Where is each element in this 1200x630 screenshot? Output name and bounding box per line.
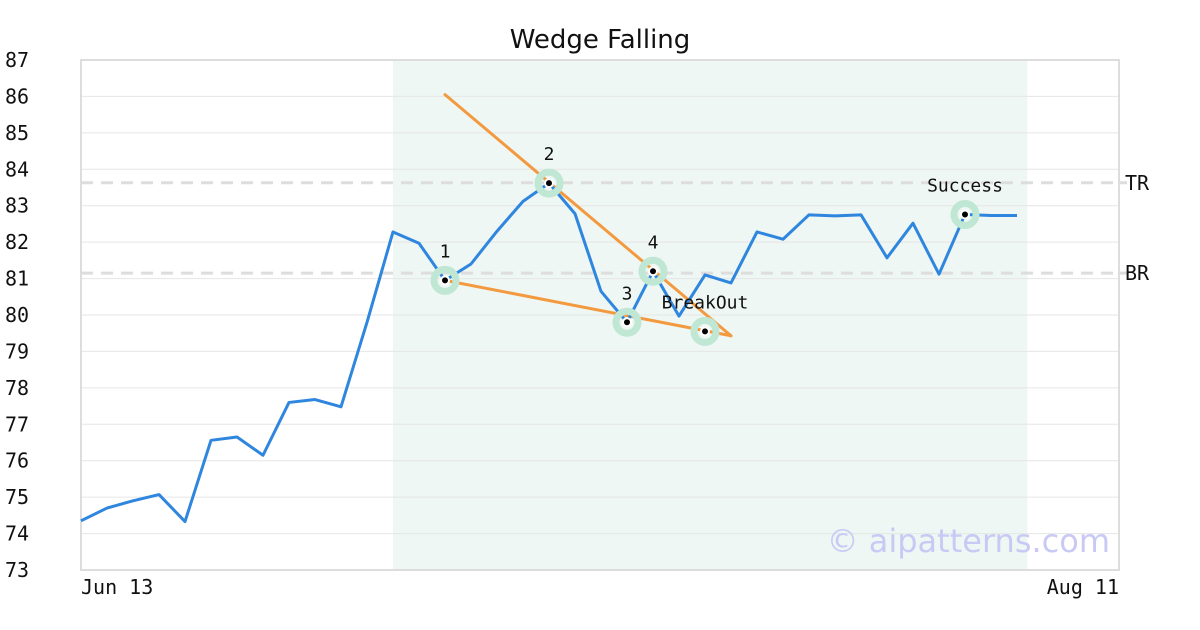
y-tick-label: 81 xyxy=(5,267,29,291)
marker-point xyxy=(700,326,710,337)
marker-label: BreakOut xyxy=(662,292,749,313)
marker-point xyxy=(440,275,450,286)
marker-label: 2 xyxy=(544,144,555,165)
plot-frame xyxy=(80,59,1120,571)
reference-label-tr: TR xyxy=(1125,171,1150,195)
y-tick-label: 82 xyxy=(5,230,29,254)
wedge-trend-line xyxy=(443,278,733,338)
y-tick-label: 74 xyxy=(5,522,29,546)
marker-point xyxy=(622,317,632,328)
y-tick-label: 85 xyxy=(5,121,29,145)
trend-lines xyxy=(443,93,733,338)
marker-label: 4 xyxy=(648,232,659,253)
watermark: © aipatterns.com xyxy=(827,522,1110,560)
y-tick-label: 75 xyxy=(5,485,29,509)
y-tick-label: 84 xyxy=(5,157,29,181)
marker-point xyxy=(544,178,554,189)
marker-ring xyxy=(690,316,720,346)
pattern-markers: 1 2 3 4 BreakOut Success xyxy=(430,144,1003,346)
marker-point xyxy=(960,209,970,220)
y-tick-label: 83 xyxy=(5,194,29,218)
reference-lines: TR BR xyxy=(81,171,1150,285)
y-tick-label: 77 xyxy=(5,412,29,436)
marker-ring xyxy=(638,256,668,286)
y-tick-label: 73 xyxy=(5,558,29,582)
marker-label: Success xyxy=(927,175,1003,196)
marker-label: 3 xyxy=(622,283,633,304)
marker-point xyxy=(648,266,658,277)
wedge-trend-line xyxy=(443,93,733,338)
y-tick-label: 86 xyxy=(5,84,29,108)
y-tick-label: 87 xyxy=(5,48,29,72)
x-label-start: Jun 13 xyxy=(81,575,153,599)
marker-ring xyxy=(430,265,460,295)
y-tick-label: 80 xyxy=(5,303,29,327)
x-label-end: Aug 11 xyxy=(1047,575,1119,599)
y-tick-label: 76 xyxy=(5,449,29,473)
y-axis-ticks: 73 74 75 76 77 78 79 80 81 82 83 84 85 86 87 xyxy=(5,48,29,582)
marker-label: 1 xyxy=(440,241,451,262)
marker-ring xyxy=(534,168,564,198)
reference-label-br: BR xyxy=(1125,261,1150,285)
marker-ring xyxy=(612,307,642,337)
y-tick-label: 79 xyxy=(5,339,29,363)
marker-ring xyxy=(950,199,980,229)
y-tick-label: 78 xyxy=(5,376,29,400)
chart-title: Wedge Falling xyxy=(510,25,691,55)
